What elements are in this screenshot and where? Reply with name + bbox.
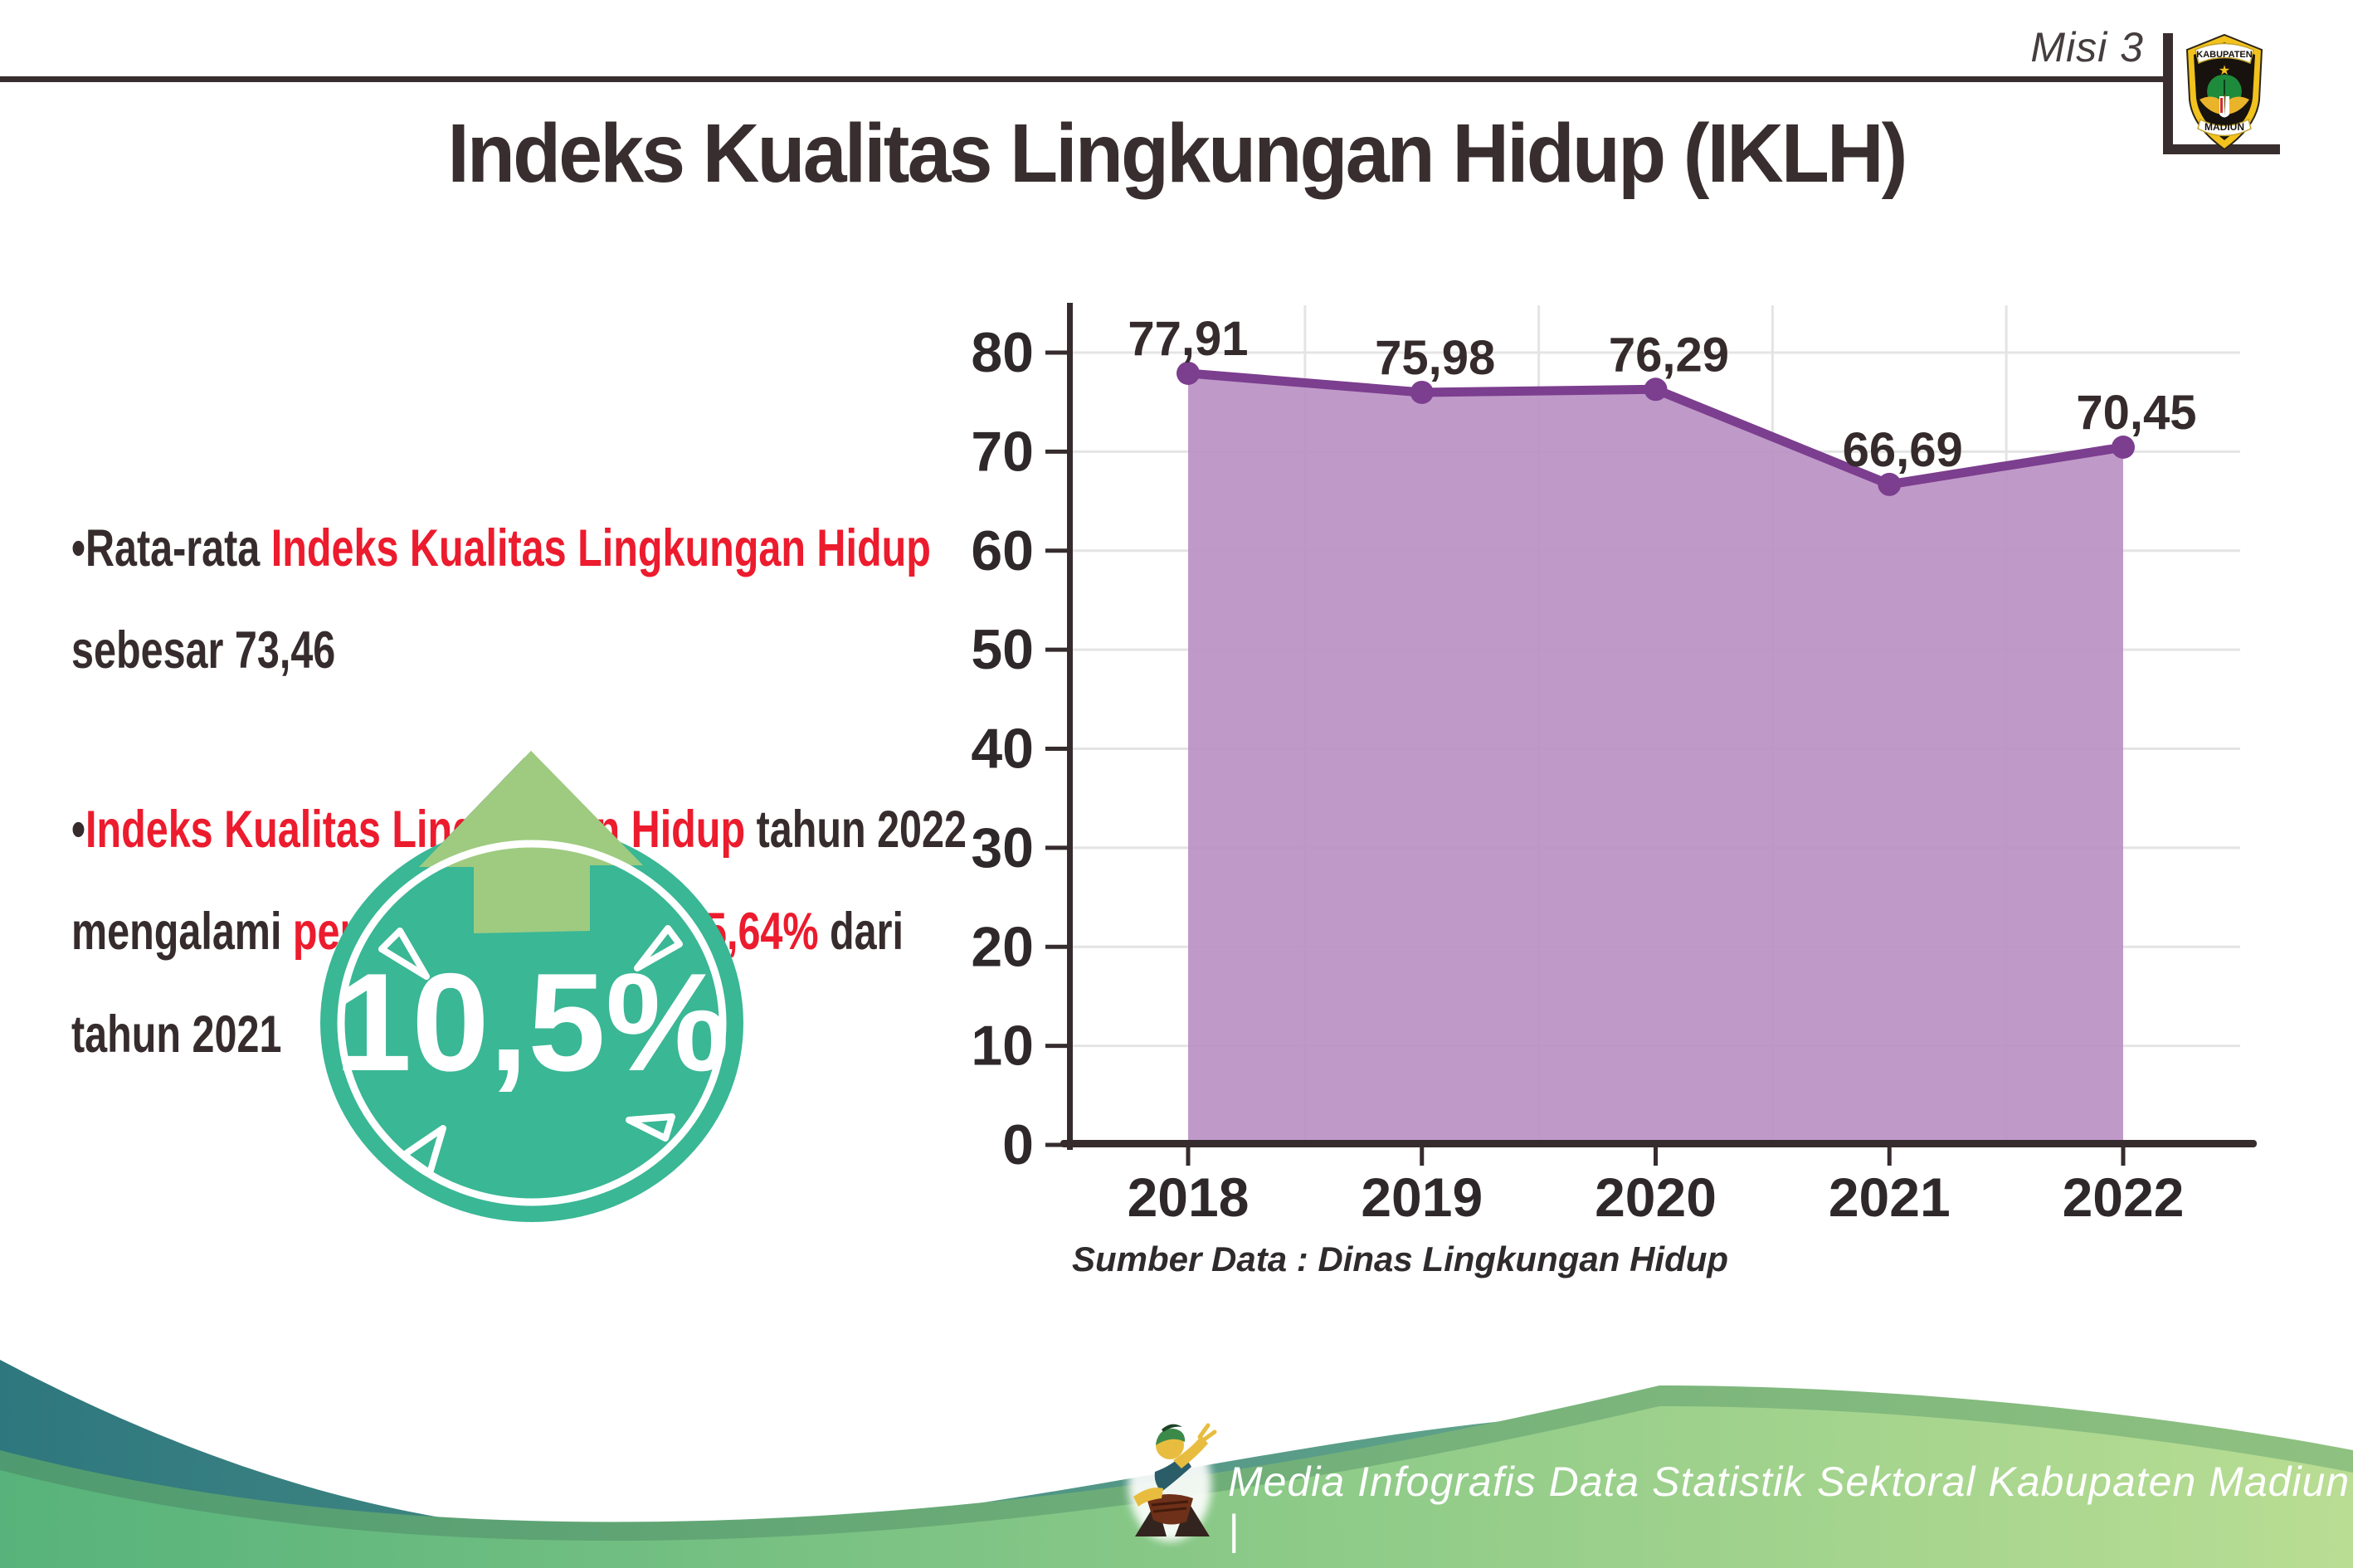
logo-bracket-vertical [2163, 33, 2173, 154]
bullet-dot: • [71, 800, 85, 859]
logo-wing-right-icon [2227, 96, 2249, 114]
sparkle-triangle-bottom-left [401, 1125, 446, 1176]
logo-bottom-text: MADIUN [2204, 121, 2244, 133]
y-axis-line [1067, 303, 1073, 1150]
x-tick-2022 [2121, 1147, 2126, 1166]
bullet-dot: • [71, 519, 85, 577]
x-tick-2021 [1887, 1147, 1892, 1166]
data-point-2020 [1644, 377, 1668, 402]
y-tick-label-50: 50 [971, 618, 1034, 681]
x-tick-label-2019: 2019 [1361, 1166, 1483, 1228]
x-tick-2020 [1654, 1147, 1658, 1166]
logo-top-banner [2195, 42, 2254, 65]
y-tick-0 [1045, 1142, 1067, 1147]
logo-center-accent [2220, 98, 2223, 113]
logo-bracket-horizontal [2163, 144, 2280, 154]
y-tick-70 [1045, 449, 1067, 454]
kabupaten-madiun-logo: KABUPATEN ★ MADIUN [2185, 33, 2263, 151]
data-point-2018 [1176, 361, 1200, 385]
iklh-area-chart: 0 10 20 30 40 50 60 70 80 2018 2019 2020 2021 2022 77,… [971, 303, 2257, 1228]
mascot-skirt-pattern [1151, 1500, 1189, 1513]
y-tick-60 [1045, 548, 1067, 553]
badge-inner-ring [337, 840, 727, 1206]
y-tick-30 [1045, 845, 1067, 850]
data-point-2019 [1410, 380, 1434, 404]
page-title: Indeks Kualitas Lingkungan Hidup (IKLH) [447, 107, 1907, 200]
y-tick-label-40: 40 [971, 718, 1034, 781]
logo-top-text: KABUPATEN [2196, 50, 2252, 60]
logo-star-icon: ★ [2219, 64, 2230, 78]
y-tick-label-20: 20 [971, 915, 1034, 978]
x-tick-2018 [1186, 1147, 1191, 1166]
top-rule-line [0, 76, 2164, 82]
logo-keris-icon [2224, 95, 2226, 116]
increase-badge: 10,5% [320, 751, 743, 1222]
data-label-2022: 70,45 [2076, 386, 2196, 440]
mascot-cap [1156, 1429, 1186, 1445]
sparkle-triangle-top-left [378, 928, 430, 980]
y-tick-40 [1045, 747, 1067, 751]
area-fill [1188, 373, 2123, 1143]
page-title-wrap: Indeks Kualitas Lingkungan Hidup (IKLH) [59, 106, 2294, 202]
logo-bottom-banner [2197, 118, 2252, 137]
data-point-2021 [1878, 472, 1902, 496]
mascot-hand-fingers [1197, 1423, 1217, 1443]
x-tick-label-2020: 2020 [1595, 1166, 1717, 1228]
y-tick-label-30: 30 [971, 816, 1034, 879]
mascot-cap-leaf [1162, 1424, 1182, 1432]
mascot-icon [1128, 1423, 1217, 1541]
y-tick-label-0: 0 [1002, 1113, 1034, 1176]
x-axis-line [1060, 1140, 2257, 1147]
mascot-arm-left [1133, 1488, 1163, 1507]
bullet-item-average: •Rata-rata Indeks Kualitas Lingkungan Hi… [71, 519, 931, 680]
y-tick-10 [1045, 1044, 1067, 1049]
mission-label: Misi 3 [2030, 24, 2144, 71]
footer-caption: Media Infografis Data Statistik Sektoral… [1228, 1458, 2351, 1553]
y-tick-80 [1045, 350, 1067, 355]
x-tick-2019 [1420, 1147, 1425, 1166]
y-tick-label-80: 80 [971, 321, 1034, 384]
logo-wing-left-icon [2200, 96, 2222, 114]
y-tick-label-10: 10 [971, 1015, 1034, 1078]
footer-wave-green [0, 1406, 2353, 1568]
sparkle-triangle-bottom-right [626, 1113, 675, 1142]
data-label-2021: 66,69 [1843, 423, 1963, 477]
mascot-arm-raised [1173, 1435, 1208, 1468]
y-tick-20 [1045, 944, 1067, 949]
footer-waves [0, 1360, 2353, 1568]
chart-source-note: Sumber Data : Dinas Lingkungan Hidup [1072, 1239, 1729, 1278]
data-point-2022 [2112, 436, 2135, 460]
y-tick-label-70: 70 [971, 420, 1034, 483]
data-label-2018: 77,91 [1128, 312, 1248, 366]
badge-value: 10,5% [334, 944, 729, 1100]
y-tick-50 [1045, 647, 1067, 652]
x-tick-label-2021: 2021 [1829, 1166, 1951, 1228]
x-tick-label-2018: 2018 [1128, 1166, 1250, 1228]
data-label-2020: 76,29 [1609, 328, 1729, 382]
y-tick-label-60: 60 [971, 519, 1034, 582]
mascot-leg-right [1175, 1502, 1210, 1536]
sparkle-triangle-top-right [634, 925, 683, 971]
data-label-2019: 75,98 [1375, 331, 1495, 385]
x-tick-label-2022: 2022 [2063, 1166, 2185, 1228]
